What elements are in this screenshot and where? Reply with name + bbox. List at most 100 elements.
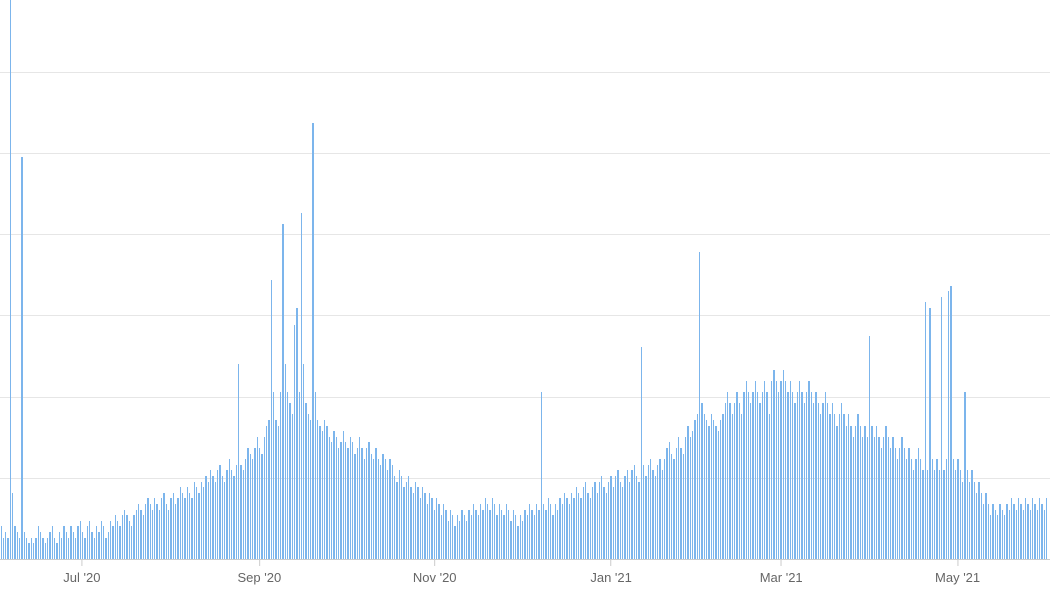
bar — [494, 504, 495, 560]
bar — [478, 515, 479, 560]
bar — [431, 498, 432, 560]
bar — [904, 448, 905, 560]
bar — [189, 493, 190, 560]
bar — [718, 431, 719, 560]
x-tick-mark — [434, 560, 435, 566]
bar — [815, 392, 816, 560]
bar — [63, 526, 64, 560]
bar — [913, 470, 914, 560]
bar — [590, 498, 591, 560]
bar — [143, 515, 144, 560]
bar — [212, 476, 213, 560]
bar — [836, 426, 837, 560]
bar — [77, 526, 78, 560]
bar — [687, 426, 688, 560]
bar — [450, 510, 451, 560]
bar — [47, 538, 48, 560]
x-tick: Sep '20 — [238, 560, 282, 585]
bar — [296, 308, 297, 560]
bar — [820, 414, 821, 560]
bar — [899, 448, 900, 560]
bar — [1020, 504, 1021, 560]
bar — [336, 437, 337, 560]
bar — [459, 521, 460, 560]
bar — [271, 280, 272, 560]
bar — [666, 448, 667, 560]
bar — [783, 370, 784, 560]
bar — [52, 526, 53, 560]
bar — [278, 426, 279, 560]
bar — [727, 392, 728, 560]
bar — [885, 426, 886, 560]
bar — [401, 476, 402, 560]
bar — [466, 521, 467, 560]
bar — [655, 476, 656, 560]
bar — [410, 487, 411, 560]
bar — [82, 532, 83, 560]
bar — [289, 403, 290, 560]
bar — [75, 538, 76, 560]
bar — [312, 123, 313, 560]
bar — [587, 493, 588, 560]
bar — [380, 465, 381, 560]
bar — [464, 515, 465, 560]
bar — [105, 538, 106, 560]
bar — [205, 476, 206, 560]
bar — [208, 482, 209, 560]
bar — [911, 459, 912, 560]
bar — [787, 392, 788, 560]
bar — [997, 515, 998, 560]
bar — [454, 526, 455, 560]
bar — [934, 470, 935, 560]
bar — [1013, 504, 1014, 560]
bar — [19, 538, 20, 560]
bar — [613, 487, 614, 560]
bar — [42, 538, 43, 560]
bar — [999, 504, 1000, 560]
bar — [620, 482, 621, 560]
bar — [38, 526, 39, 560]
bar — [441, 515, 442, 560]
bar — [629, 482, 630, 560]
bar — [503, 515, 504, 560]
bar — [68, 538, 69, 560]
x-tick-mark — [781, 560, 782, 566]
bar — [548, 498, 549, 560]
bar — [301, 213, 302, 560]
bar — [101, 521, 102, 560]
bar — [266, 426, 267, 560]
bar — [922, 470, 923, 560]
bar — [953, 459, 954, 560]
bar — [168, 510, 169, 560]
bar — [848, 414, 849, 560]
bar — [59, 532, 60, 560]
bar — [471, 515, 472, 560]
bar — [422, 487, 423, 560]
bar — [247, 448, 248, 560]
bar — [694, 420, 695, 560]
bar — [853, 437, 854, 560]
bar — [573, 498, 574, 560]
x-tick-mark — [259, 560, 260, 566]
bar — [219, 465, 220, 560]
bar — [268, 420, 269, 560]
bar — [326, 426, 327, 560]
bar — [173, 493, 174, 560]
bar — [445, 510, 446, 560]
bar — [576, 487, 577, 560]
x-tick-label: Jan '21 — [590, 570, 632, 585]
bar — [98, 532, 99, 560]
bar — [846, 426, 847, 560]
bar — [960, 470, 961, 560]
bar — [215, 482, 216, 560]
bar — [382, 454, 383, 560]
bar — [822, 403, 823, 560]
bar — [180, 487, 181, 560]
bar — [485, 498, 486, 560]
bar — [385, 459, 386, 560]
bar — [827, 403, 828, 560]
bar — [1041, 504, 1042, 560]
bar — [119, 526, 120, 560]
bar — [329, 437, 330, 560]
bar — [759, 403, 760, 560]
